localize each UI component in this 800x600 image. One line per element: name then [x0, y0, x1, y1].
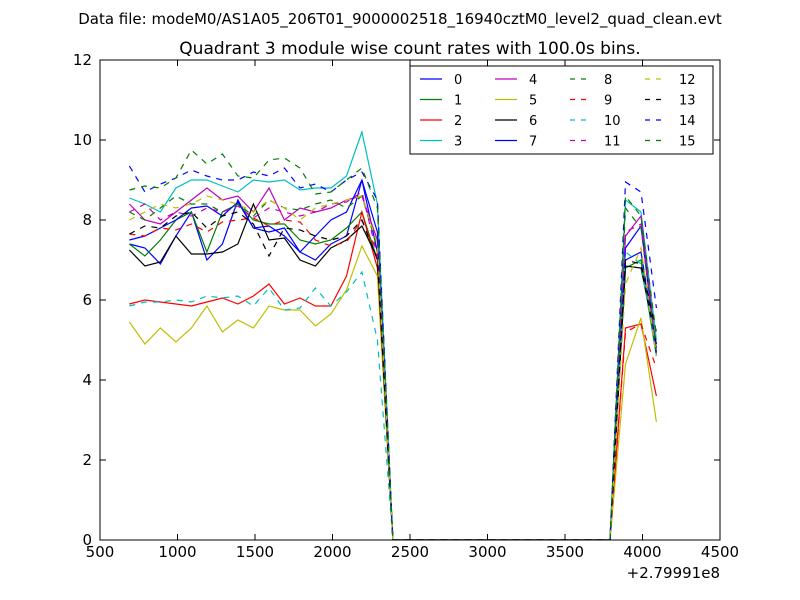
y-tick-label: 6	[82, 291, 92, 309]
legend-label-6: 6	[529, 114, 537, 129]
chart-suptitle: Data file: modeM0/AS1A05_206T01_90000025…	[78, 10, 722, 29]
series-line-5	[128, 244, 657, 540]
series-line-13	[129, 211, 657, 540]
y-tick-label: 0	[82, 531, 92, 549]
series-line-10	[129, 250, 657, 540]
y-tick-label: 8	[82, 211, 92, 229]
x-tick-label: 4500	[701, 543, 739, 561]
y-tick-label: 2	[82, 451, 92, 469]
series-line-0	[129, 179, 657, 540]
series-line-8	[129, 194, 657, 540]
legend-label-13: 13	[679, 94, 696, 109]
x-tick-label: 3000	[468, 543, 506, 561]
legend-label-11: 11	[604, 135, 621, 150]
legend-label-15: 15	[679, 135, 696, 150]
x-tick-label: 2500	[391, 543, 429, 561]
x-tick-label: 3500	[546, 543, 584, 561]
legend-label-5: 5	[529, 94, 537, 109]
series-line-14	[128, 165, 657, 540]
legend-label-2: 2	[454, 114, 462, 129]
legend-label-3: 3	[454, 135, 462, 150]
y-tick-label: 10	[73, 131, 92, 149]
series-line-3	[129, 129, 657, 540]
y-tick-label: 4	[82, 371, 92, 389]
series-line-15	[129, 149, 657, 540]
legend-label-12: 12	[679, 73, 696, 88]
series-line-1	[129, 203, 657, 540]
x-tick-label: 4000	[623, 543, 661, 561]
axes: 500 1000 1500 2000 2500 3000 3500 4000 4500 0 2 4 6 8…	[73, 51, 739, 561]
series-line-4	[128, 186, 657, 540]
plot-lines	[128, 129, 657, 540]
legend-box	[409, 65, 714, 155]
series-line-9	[129, 217, 657, 540]
legend-label-10: 10	[604, 114, 621, 129]
chart-title: Quadrant 3 module wise count rates with …	[179, 39, 640, 59]
legend-label-8: 8	[604, 73, 612, 88]
legend-label-7: 7	[529, 135, 537, 150]
x-offset-label: +2.79991e8	[627, 564, 720, 582]
series-line-6	[128, 202, 657, 540]
legend-label-1: 1	[454, 94, 462, 109]
series-line-11	[129, 191, 657, 540]
y-tick-label: 12	[73, 51, 92, 69]
series-line-7	[129, 178, 657, 540]
x-tick-label: 2000	[313, 543, 351, 561]
legend-label-4: 4	[529, 73, 537, 88]
x-tick-label: 1500	[236, 543, 274, 561]
legend-label-14: 14	[679, 114, 696, 129]
series-line-2	[129, 209, 657, 540]
legend-label-9: 9	[604, 94, 612, 109]
legend-label-0: 0	[454, 73, 462, 88]
x-tick-label: 1000	[158, 543, 196, 561]
x-tick-label: 500	[86, 543, 115, 561]
